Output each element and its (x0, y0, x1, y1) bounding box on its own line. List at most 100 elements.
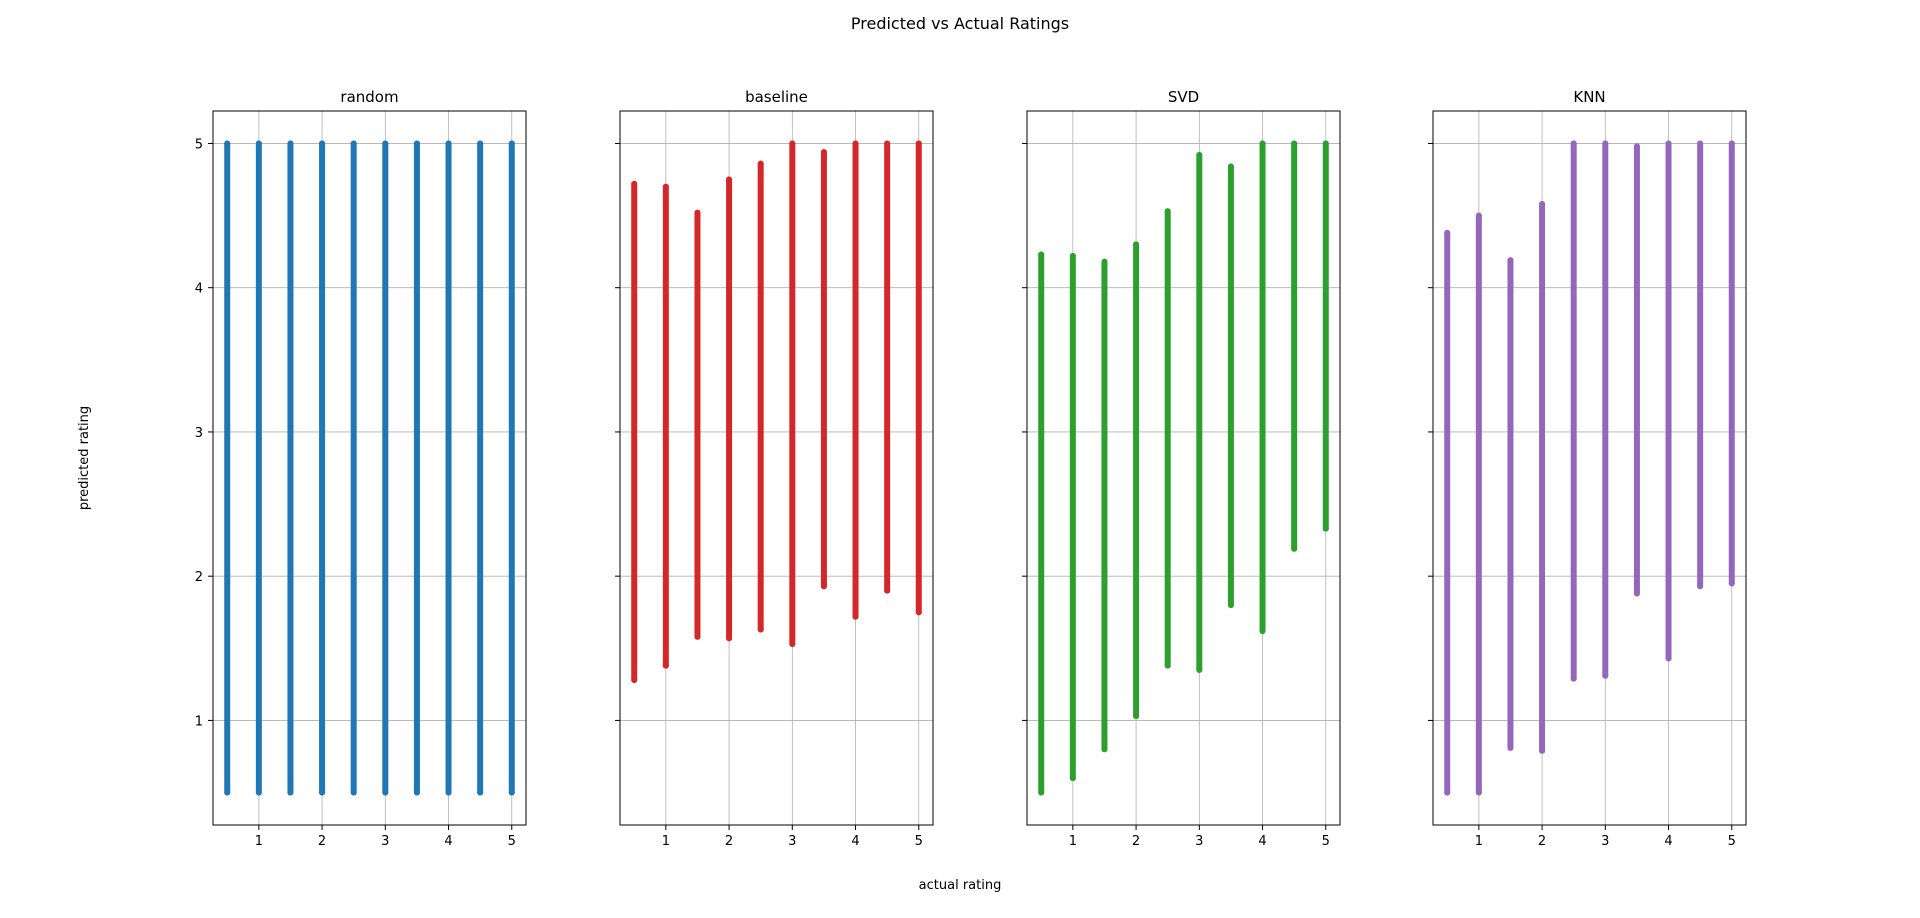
subplot-random: random 1 2 3 4 5 1 2 3 4 5 (195, 88, 527, 849)
data-point-min (1444, 789, 1451, 796)
data-point-max (1633, 143, 1640, 150)
x-tick-label: 2 (318, 834, 326, 849)
data-point-min (413, 789, 420, 796)
data-point-min (757, 626, 764, 633)
data-point-min (1539, 747, 1546, 754)
data-point-min (1227, 602, 1234, 609)
data-point-max (1728, 140, 1735, 147)
data-point-max (1665, 140, 1672, 147)
x-tick-label: 3 (1601, 834, 1609, 849)
data-point-max (350, 140, 357, 147)
x-axis-label: actual rating (919, 878, 1002, 893)
x-tick-label: 1 (1069, 834, 1077, 849)
subplot-svd: SVD 1 2 3 4 5 (1022, 88, 1341, 849)
axes-frame (619, 110, 934, 826)
data-point-max (1164, 208, 1171, 215)
y-tick-label: 4 (195, 282, 203, 297)
data-point-max (631, 180, 638, 187)
subplot-title: KNN (1573, 88, 1605, 106)
subplot-title: baseline (745, 88, 808, 106)
x-tick-label: 5 (915, 834, 923, 849)
data-point-min (852, 613, 859, 620)
data-point-min (445, 789, 452, 796)
x-tick-label: 5 (508, 834, 516, 849)
data-point-max (287, 140, 294, 147)
x-tick-label: 5 (1728, 834, 1736, 849)
data-point-max (1570, 140, 1577, 147)
data-point-min (1570, 675, 1577, 682)
y-tick-label: 1 (195, 714, 203, 729)
data-point-max (884, 140, 891, 147)
data-point-max (1602, 140, 1609, 147)
data-point-min (1697, 583, 1704, 590)
data-point-max (1539, 201, 1546, 208)
data-point-max (915, 140, 922, 147)
data-point-max (1259, 140, 1266, 147)
data-point-max (1697, 140, 1704, 147)
subplot-knn: KNN 1 2 3 4 5 (1428, 88, 1747, 849)
x-tick-label: 2 (725, 834, 733, 849)
x-tick-label: 4 (1664, 834, 1672, 849)
x-tick-label: 4 (851, 834, 859, 849)
data-point-min (1069, 775, 1076, 782)
data-point-min (224, 789, 231, 796)
data-point-min (255, 789, 262, 796)
data-point-min (1164, 662, 1171, 669)
figure-title: Predicted vs Actual Ratings (851, 14, 1069, 33)
data-point-max (726, 176, 733, 183)
data-point-max (852, 140, 859, 147)
x-tick-label: 3 (381, 834, 389, 849)
x-tick-label: 4 (444, 834, 452, 849)
y-tick-label: 2 (195, 570, 203, 585)
data-point-min (508, 789, 515, 796)
data-point-min (1196, 666, 1203, 673)
data-point-max (1038, 251, 1045, 258)
data-point-max (694, 209, 701, 216)
data-point-min (915, 609, 922, 616)
data-point-max (319, 140, 326, 147)
data-point-min (662, 662, 669, 669)
data-point-max (1196, 151, 1203, 158)
data-point-min (1475, 789, 1482, 796)
y-tick-label: 5 (195, 137, 203, 152)
subplot-title: random (340, 88, 398, 106)
data-point-min (1633, 590, 1640, 597)
data-point-max (757, 160, 764, 167)
data-point-min (1259, 627, 1266, 634)
data-point-max (477, 140, 484, 147)
data-point-min (631, 677, 638, 684)
data-point-min (694, 633, 701, 640)
data-point-min (477, 789, 484, 796)
data-point-max (662, 183, 669, 190)
data-point-min (1038, 789, 1045, 796)
data-point-max (1227, 163, 1234, 170)
x-tick-label: 2 (1132, 834, 1140, 849)
data-point-max (445, 140, 452, 147)
data-point-max (789, 140, 796, 147)
axes-frame (212, 110, 527, 826)
y-axis-label: predicted rating (77, 406, 92, 510)
data-point-min (1291, 545, 1298, 552)
data-point-max (820, 149, 827, 156)
data-point-max (413, 140, 420, 147)
axes-frame (1026, 110, 1341, 826)
data-point-min (789, 640, 796, 647)
data-point-max (1507, 257, 1514, 264)
x-tick-label: 1 (1475, 834, 1483, 849)
x-tick-label: 1 (662, 834, 670, 849)
data-point-max (224, 140, 231, 147)
axes-frame (1432, 110, 1747, 826)
subplot-title: SVD (1168, 88, 1199, 106)
x-tick-label: 3 (1195, 834, 1203, 849)
data-point-min (1665, 655, 1672, 662)
data-point-max (1291, 140, 1298, 147)
x-tick-label: 2 (1538, 834, 1546, 849)
x-tick-label: 5 (1322, 834, 1330, 849)
data-point-min (1507, 744, 1514, 751)
data-point-min (1101, 746, 1108, 753)
data-point-min (382, 789, 389, 796)
data-point-min (1322, 525, 1329, 532)
data-point-min (884, 587, 891, 594)
data-point-max (255, 140, 262, 147)
